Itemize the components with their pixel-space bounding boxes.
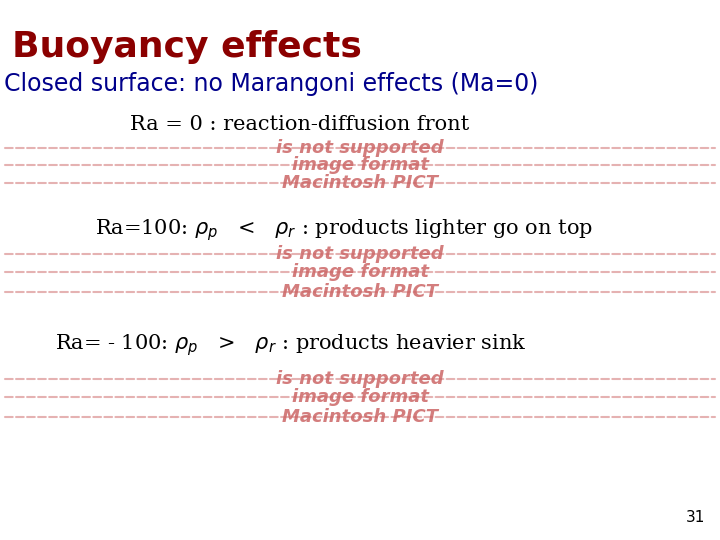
- Text: 31: 31: [685, 510, 705, 525]
- Text: Closed surface: no Marangoni effects (Ma=0): Closed surface: no Marangoni effects (Ma…: [4, 72, 539, 96]
- Text: Ra = 0 : reaction-diffusion front: Ra = 0 : reaction-diffusion front: [130, 116, 469, 134]
- Text: is not supported: is not supported: [276, 139, 444, 157]
- Text: Macintosh PICT: Macintosh PICT: [282, 174, 438, 192]
- Text: Buoyancy effects: Buoyancy effects: [12, 30, 362, 64]
- Text: Ra= - 100: $\rho_p$   >   $\rho_r$ : products heavier sink: Ra= - 100: $\rho_p$ > $\rho_r$ : product…: [55, 332, 526, 358]
- Text: Macintosh PICT: Macintosh PICT: [282, 283, 438, 301]
- Text: is not supported: is not supported: [276, 245, 444, 263]
- Text: image format: image format: [292, 156, 428, 174]
- Text: image format: image format: [292, 388, 428, 406]
- Text: is not supported: is not supported: [276, 370, 444, 388]
- Text: Macintosh PICT: Macintosh PICT: [282, 408, 438, 426]
- Text: image format: image format: [292, 263, 428, 281]
- Text: Ra=100: $\rho_p$   <   $\rho_r$ : products lighter go on top: Ra=100: $\rho_p$ < $\rho_r$ : products l…: [95, 217, 593, 243]
